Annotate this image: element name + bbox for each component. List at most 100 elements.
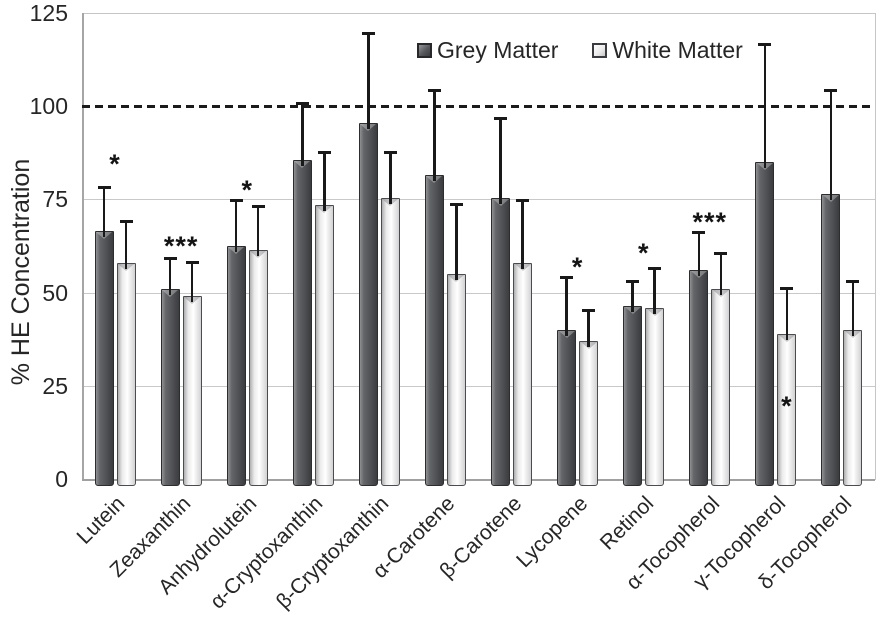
bar-white-matter bbox=[843, 329, 863, 486]
bar-white-matter bbox=[645, 307, 665, 486]
error-bar-stem bbox=[631, 279, 634, 312]
bar-grey-matter bbox=[821, 193, 841, 486]
bar-white-matter bbox=[446, 273, 466, 486]
error-bar-cap bbox=[846, 279, 860, 283]
error-bar-cap bbox=[295, 102, 309, 106]
bar-grey-matter bbox=[491, 197, 511, 486]
error-bar-cap bbox=[582, 309, 596, 313]
bar-grey-matter bbox=[424, 175, 444, 486]
error-bar-cap bbox=[516, 199, 530, 203]
bar-white-matter bbox=[248, 249, 268, 486]
significance-marker: *** bbox=[163, 231, 199, 261]
error-bar-stem bbox=[234, 199, 238, 252]
error-bar-stem bbox=[190, 260, 194, 303]
error-bar-cap bbox=[229, 199, 243, 203]
error-bar-stem bbox=[433, 89, 436, 182]
error-bar-stem bbox=[367, 31, 370, 129]
bar-white-matter bbox=[116, 262, 136, 486]
bar-grey-matter bbox=[557, 329, 577, 486]
significance-marker: * bbox=[637, 238, 650, 269]
gridline-50 bbox=[82, 292, 875, 294]
error-bar-cap bbox=[560, 275, 574, 279]
error-bar-stem bbox=[829, 89, 833, 200]
error-bar-cap bbox=[163, 257, 177, 261]
legend-label-white-matter: White Matter bbox=[612, 37, 743, 63]
error-bar-cap bbox=[119, 219, 133, 223]
significance-marker: * bbox=[781, 391, 793, 422]
bar-white-matter bbox=[711, 288, 731, 486]
legend: Grey Matter White Matter bbox=[417, 37, 743, 64]
bar-grey-matter bbox=[292, 160, 312, 486]
error-bar-cap bbox=[780, 287, 794, 290]
bar-white-matter bbox=[314, 204, 334, 486]
error-bar-cap bbox=[251, 204, 265, 208]
bar-grey-matter bbox=[755, 162, 775, 486]
error-bar-stem bbox=[455, 203, 458, 280]
white-matter-swatch-icon bbox=[592, 43, 608, 58]
error-bar-cap bbox=[626, 279, 640, 283]
error-bar-cap bbox=[494, 117, 508, 121]
error-bar-stem bbox=[256, 204, 260, 256]
error-bar-stem bbox=[323, 150, 326, 211]
gridline-75 bbox=[82, 199, 875, 201]
error-bar-cap bbox=[317, 150, 331, 154]
error-bar-stem bbox=[653, 266, 656, 314]
error-bar-cap bbox=[824, 89, 838, 93]
y-tick-label-125: 125 bbox=[29, 0, 68, 26]
error-bar-cap bbox=[449, 203, 463, 207]
plot-border bbox=[82, 13, 876, 480]
y-tick-label-50: 50 bbox=[42, 279, 68, 306]
error-bar-stem bbox=[521, 199, 524, 269]
significance-marker: * bbox=[241, 175, 253, 206]
error-bar-stem bbox=[389, 150, 392, 204]
bar-grey-matter bbox=[226, 246, 246, 486]
y-axis-line bbox=[82, 13, 84, 479]
error-bar-cap bbox=[714, 251, 728, 255]
error-bar-cap bbox=[758, 42, 772, 46]
error-bar-stem bbox=[697, 231, 701, 277]
bar-grey-matter bbox=[689, 270, 709, 486]
gridline-25 bbox=[82, 385, 875, 387]
bar-grey-matter bbox=[94, 231, 114, 486]
bar-grey-matter bbox=[358, 122, 378, 486]
bar-white-matter bbox=[182, 296, 202, 486]
legend-label-grey-matter: Grey Matter bbox=[437, 37, 559, 63]
x-axis-line bbox=[82, 479, 875, 481]
bar-white-matter bbox=[579, 341, 599, 486]
error-bar-stem bbox=[763, 42, 767, 169]
error-bar-cap bbox=[692, 231, 706, 235]
y-tick-label-75: 75 bbox=[42, 186, 68, 213]
error-bar-cap bbox=[361, 31, 375, 35]
error-bar-stem bbox=[851, 279, 855, 336]
error-bar-stem bbox=[124, 219, 128, 269]
legend-item-white-matter: White Matter bbox=[592, 37, 743, 64]
y-tick-label-100: 100 bbox=[29, 93, 68, 120]
error-bar-cap bbox=[648, 266, 662, 270]
reference-line-100 bbox=[82, 105, 875, 108]
error-bar-cap bbox=[185, 260, 199, 264]
bar-white-matter bbox=[513, 262, 533, 486]
error-bar-stem bbox=[565, 275, 568, 336]
significance-marker: * bbox=[571, 251, 584, 282]
y-tick-label-25: 25 bbox=[42, 372, 68, 399]
error-bar-stem bbox=[499, 117, 502, 204]
error-bar-stem bbox=[168, 257, 172, 295]
significance-marker: *** bbox=[692, 206, 728, 237]
error-bar-stem bbox=[719, 251, 723, 295]
error-bar-stem bbox=[587, 309, 590, 348]
grey-matter-swatch-icon bbox=[417, 43, 432, 58]
error-bar-cap bbox=[383, 150, 397, 154]
error-bar-stem bbox=[102, 186, 106, 238]
error-bar-stem bbox=[301, 102, 304, 167]
legend-item-grey-matter: Grey Matter bbox=[417, 37, 558, 64]
error-bar-cap bbox=[427, 89, 441, 93]
y-tick-label-0: 0 bbox=[55, 466, 68, 492]
y-axis-title: % HE Concentration bbox=[7, 158, 35, 386]
bar-grey-matter bbox=[160, 288, 180, 486]
bar-white-matter bbox=[380, 197, 400, 486]
bar-grey-matter bbox=[623, 305, 643, 486]
error-bar-cap bbox=[97, 186, 111, 190]
error-bar-stem bbox=[785, 287, 789, 340]
